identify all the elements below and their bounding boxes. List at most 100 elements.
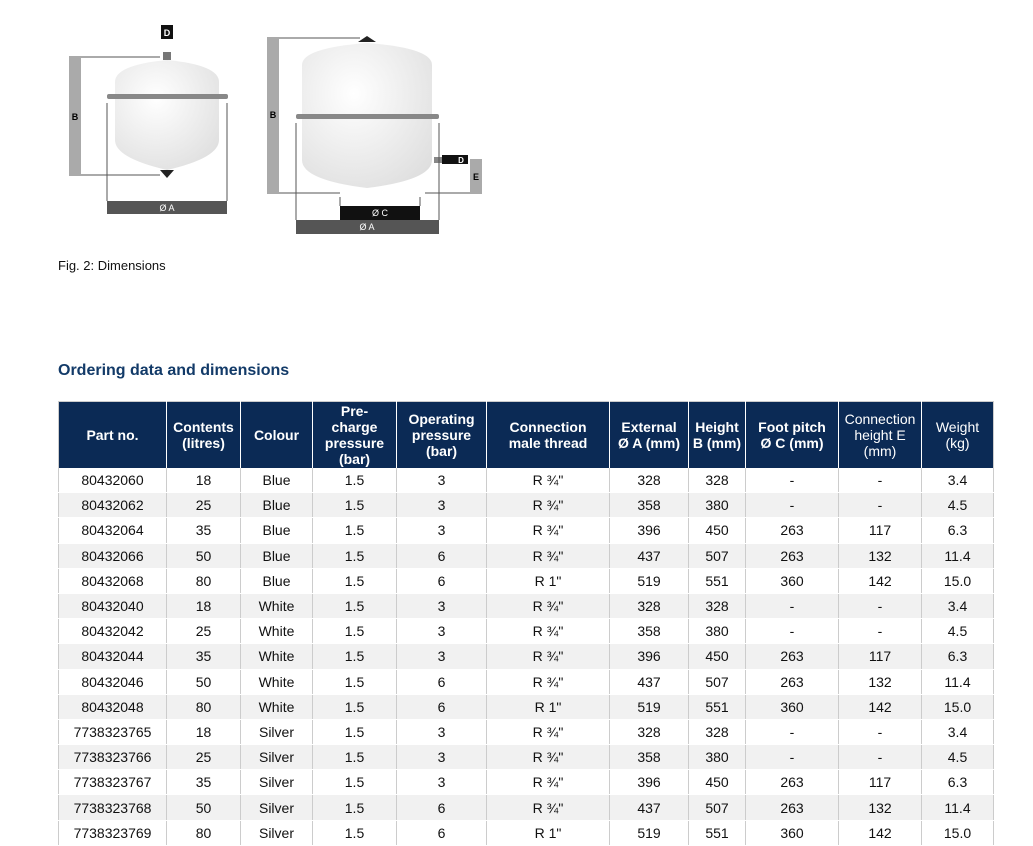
table-cell: 3.4	[921, 719, 994, 746]
table-cell: 6.3	[921, 769, 994, 796]
header-text: (bar)	[425, 443, 458, 459]
table-cell: 132	[838, 543, 922, 569]
table-cell: -	[745, 719, 839, 746]
table-cell: -	[838, 744, 922, 771]
table-cell: 437	[609, 794, 689, 821]
table-cell: 80	[166, 694, 241, 720]
table-row: 80432046 50 White 1.5 6 R ¾" 437 507 263 132 11.4	[58, 669, 994, 695]
table-cell: 358	[609, 492, 689, 519]
header-text: (litres)	[182, 435, 225, 451]
table-cell: 3	[396, 643, 487, 670]
table-cell: R ¾"	[486, 719, 610, 746]
table-cell: R 1"	[486, 568, 610, 594]
table-row: 7738323766 25 Silver 1.5 3 R ¾" 358 380- -4.5	[58, 744, 994, 771]
table-cell: 132	[838, 794, 922, 821]
column-header: Contents (litres)	[166, 401, 241, 468]
table-cell: 3	[396, 744, 487, 771]
table-cell: 358	[609, 618, 689, 645]
table-cell: -	[745, 618, 839, 645]
table-cell: 4.5	[921, 492, 994, 519]
table-cell: -	[745, 492, 839, 519]
header-text: Operating	[408, 411, 475, 427]
table-cell: 328	[688, 468, 746, 494]
column-header: External Ø A (mm)	[609, 401, 689, 468]
table-cell: 50	[166, 543, 241, 569]
table-cell: 3	[396, 719, 487, 746]
table-cell: 80432048	[58, 694, 167, 720]
ordering-data-table: Part no. Contents (litres) Colour Pre-charge…	[58, 401, 994, 846]
table-cell: White	[240, 694, 313, 720]
table-cell: 396	[609, 769, 689, 796]
table-cell: 551	[688, 568, 746, 594]
table-cell: R 1"	[486, 694, 610, 720]
table-cell: 360	[745, 568, 839, 594]
table-cell: 3	[396, 769, 487, 796]
table-cell: 263	[745, 769, 839, 796]
column-header: Weight (kg)	[921, 401, 994, 468]
table-cell: 380	[688, 618, 746, 645]
table-cell: 1.5	[312, 492, 397, 519]
table-row: 80432066 50 Blue 1.5 6 R ¾" 437 507 263 132 11.4	[58, 543, 994, 569]
table-cell: 35	[166, 517, 241, 544]
table-cell: 18	[166, 719, 241, 746]
table-cell: -	[838, 492, 922, 519]
table-cell: 4.5	[921, 618, 994, 645]
table-cell: 50	[166, 669, 241, 695]
table-cell: R ¾"	[486, 744, 610, 771]
table-row: 80432068 80 Blue 1.5 6 R 1" 519 551 360 142 15.0	[58, 568, 994, 594]
header-text: Height	[695, 419, 739, 435]
table-cell: 35	[166, 769, 241, 796]
table-cell: 25	[166, 618, 241, 645]
table-cell: 380	[688, 492, 746, 519]
header-text: pressure	[411, 427, 472, 443]
table-cell: R ¾"	[486, 517, 610, 544]
table-cell: 358	[609, 744, 689, 771]
table-cell: White	[240, 643, 313, 670]
table-cell: 1.5	[312, 468, 397, 494]
table-cell: 450	[688, 769, 746, 796]
table-cell: 6	[396, 694, 487, 720]
table-cell: 263	[745, 517, 839, 544]
table-cell: 80432040	[58, 593, 167, 620]
table-cell: 519	[609, 568, 689, 594]
table-cell: -	[838, 618, 922, 645]
table-cell: 80432068	[58, 568, 167, 594]
table-cell: 80432044	[58, 643, 167, 670]
column-header: Foot pitch Ø C (mm)	[745, 401, 839, 468]
header-text: Part no.	[86, 427, 139, 443]
table-cell: 80432046	[58, 669, 167, 695]
header-text: Pre-	[340, 403, 369, 419]
table-cell: 142	[838, 694, 922, 720]
header-text: (bar)	[338, 451, 371, 467]
header-text: Ø C (mm)	[760, 435, 824, 451]
header-text: pressure	[324, 435, 385, 451]
table-row: 80432040 18 White 1.5 3 R ¾" 328 328- -3.4	[58, 593, 994, 620]
header-text: charge	[331, 419, 378, 435]
table-cell: 519	[609, 694, 689, 720]
table-cell: 380	[688, 744, 746, 771]
table-cell: 3	[396, 618, 487, 645]
column-header: Connection male thread	[486, 401, 610, 468]
header-text: Weight	[935, 419, 980, 435]
table-row: 80432060 18 Blue 1.5 3 R ¾" 328 328- -3.4	[58, 468, 994, 494]
table-row: 7738323765 18 Silver 1.5 3 R ¾" 328 328- -3.4	[58, 719, 994, 746]
header-text: Foot pitch	[758, 419, 826, 435]
table-cell: 3	[396, 468, 487, 494]
table-row: 80432044 35 White 1.5 3 R ¾" 396 450 263 117 6.3	[58, 643, 994, 670]
table-cell: Blue	[240, 543, 313, 569]
table-cell: 6	[396, 568, 487, 594]
table-cell: Silver	[240, 769, 313, 796]
table-cell: 35	[166, 643, 241, 670]
table-cell: 11.4	[921, 543, 994, 569]
table-cell: 437	[609, 543, 689, 569]
header-text: Connection	[844, 411, 916, 427]
table-cell: 1.5	[312, 543, 397, 569]
table-cell: 1.5	[312, 769, 397, 796]
table-cell: 3	[396, 517, 487, 544]
table-cell: 6	[396, 543, 487, 569]
table-cell: 450	[688, 643, 746, 670]
table-cell: -	[745, 593, 839, 620]
table-cell: 6	[396, 669, 487, 695]
table-cell: 1.5	[312, 568, 397, 594]
table-cell: -	[745, 468, 839, 494]
